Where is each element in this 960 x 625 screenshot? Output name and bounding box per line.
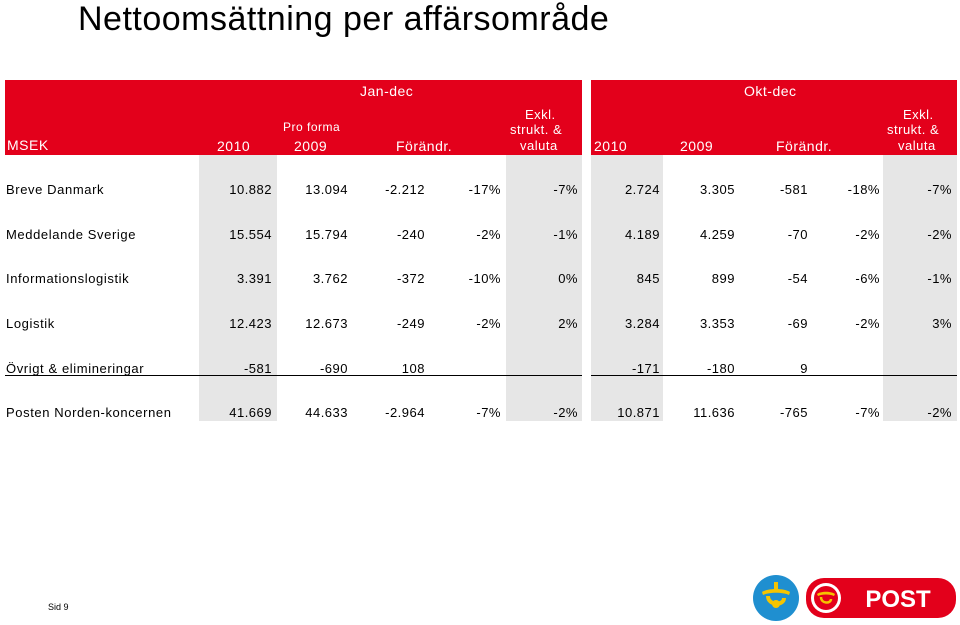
table-cell: -372 <box>396 271 425 286</box>
header-change-right: Förändr. <box>776 138 833 154</box>
table-cell: 12.423 <box>229 316 272 331</box>
header-excl-line3-left: valuta <box>520 138 558 153</box>
table-cell: -10% <box>468 271 501 286</box>
table-cell: -2.212 <box>385 182 425 197</box>
table-cell: -7% <box>927 182 952 197</box>
header-bar-okt-dec <box>591 80 957 155</box>
row-label: Posten Norden-koncernen <box>6 405 172 420</box>
table-cell: 11.636 <box>693 405 735 420</box>
table-cell: 41.669 <box>229 405 272 420</box>
table-cell: 3.353 <box>699 316 735 331</box>
table-cell: 108 <box>401 361 425 376</box>
msek-label: MSEK <box>7 137 49 153</box>
table-cell: -249 <box>396 316 425 331</box>
header-2009-left: 2009 <box>294 138 328 154</box>
total-rule-right <box>591 375 957 376</box>
table-cell: 3.284 <box>624 316 660 331</box>
page-title: Nettoomsättning per affärsområde <box>78 0 610 38</box>
header-bar-jan-dec <box>5 80 582 155</box>
table-cell: -240 <box>396 227 425 242</box>
header-excl-line1-right: Exkl. <box>903 107 934 122</box>
table-cell: -54 <box>787 271 808 286</box>
header-2010-right: 2010 <box>594 138 628 154</box>
header-excl-line1-left: Exkl. <box>525 107 556 122</box>
group-label-okt-dec: Okt-dec <box>744 83 797 99</box>
table-cell: -690 <box>319 361 348 376</box>
table-cell: -171 <box>631 361 660 376</box>
row-label: Breve Danmark <box>6 182 105 197</box>
posthorn-logo-icon <box>753 575 799 621</box>
shade-col-2010-left <box>199 155 277 421</box>
table-cell: -765 <box>779 405 808 420</box>
post-logo-text: POST <box>865 586 931 613</box>
table-cell: -18% <box>847 182 880 197</box>
table-cell: -2.964 <box>385 405 425 420</box>
table-cell: 899 <box>711 271 735 286</box>
table-cell: -2% <box>476 227 501 242</box>
table-cell: -2% <box>553 405 578 420</box>
table-cell: 44.633 <box>305 405 348 420</box>
table-cell: 2% <box>558 316 578 331</box>
row-label: Övrigt & elimineringar <box>6 361 145 376</box>
table-cell: 12.673 <box>305 316 348 331</box>
table-cell: -2% <box>927 227 952 242</box>
table-cell: -7% <box>855 405 880 420</box>
table-cell: 0% <box>558 271 578 286</box>
table-cell: -7% <box>553 182 578 197</box>
table-cell: 15.794 <box>305 227 348 242</box>
table-cell: 2.724 <box>624 182 660 197</box>
post-logo-icon: POST <box>806 578 956 618</box>
table-cell: -1% <box>553 227 578 242</box>
shade-col-excl-right <box>883 155 957 421</box>
table-cell: -17% <box>468 182 501 197</box>
table-cell: 3.391 <box>236 271 272 286</box>
table-cell: -581 <box>779 182 808 197</box>
table-cell: 3.305 <box>699 182 735 197</box>
table-cell: -7% <box>476 405 501 420</box>
table-cell: 13.094 <box>305 182 348 197</box>
group-label-jan-dec: Jan-dec <box>360 83 414 99</box>
table-cell: 3.762 <box>312 271 348 286</box>
total-rule-left <box>5 375 582 376</box>
table-cell: -69 <box>787 316 808 331</box>
table-cell: -2% <box>855 316 880 331</box>
table-cell: -180 <box>706 361 735 376</box>
table-cell: -2% <box>476 316 501 331</box>
pro-forma-label: Pro forma <box>283 120 341 134</box>
table-cell: 3% <box>932 316 952 331</box>
header-excl-line2-right: strukt. & <box>887 122 940 137</box>
table-cell: -2% <box>855 227 880 242</box>
header-excl-line3-right: valuta <box>898 138 936 153</box>
table-cell: 4.259 <box>699 227 735 242</box>
header-change-left: Förändr. <box>396 138 453 154</box>
row-label: Informationslogistik <box>6 271 130 286</box>
page-number: Sid 9 <box>48 602 69 612</box>
header-2009-right: 2009 <box>680 138 714 154</box>
header-2010-left: 2010 <box>217 138 251 154</box>
table-cell: -70 <box>787 227 808 242</box>
table-cell: 4.189 <box>624 227 660 242</box>
table-cell: 15.554 <box>229 227 272 242</box>
table-cell: 845 <box>636 271 660 286</box>
table-cell: -1% <box>927 271 952 286</box>
table-cell: -581 <box>243 361 272 376</box>
table-cell: -2% <box>927 405 952 420</box>
table-cell: -6% <box>855 271 880 286</box>
table-cell: 9 <box>800 361 808 376</box>
shade-col-excl-left <box>506 155 582 421</box>
row-label: Logistik <box>6 316 55 331</box>
header-excl-line2-left: strukt. & <box>510 122 563 137</box>
shade-col-2010-right <box>591 155 663 421</box>
table-cell: 10.871 <box>617 405 660 420</box>
row-label: Meddelande Sverige <box>6 227 137 242</box>
table-cell: 10.882 <box>229 182 272 197</box>
